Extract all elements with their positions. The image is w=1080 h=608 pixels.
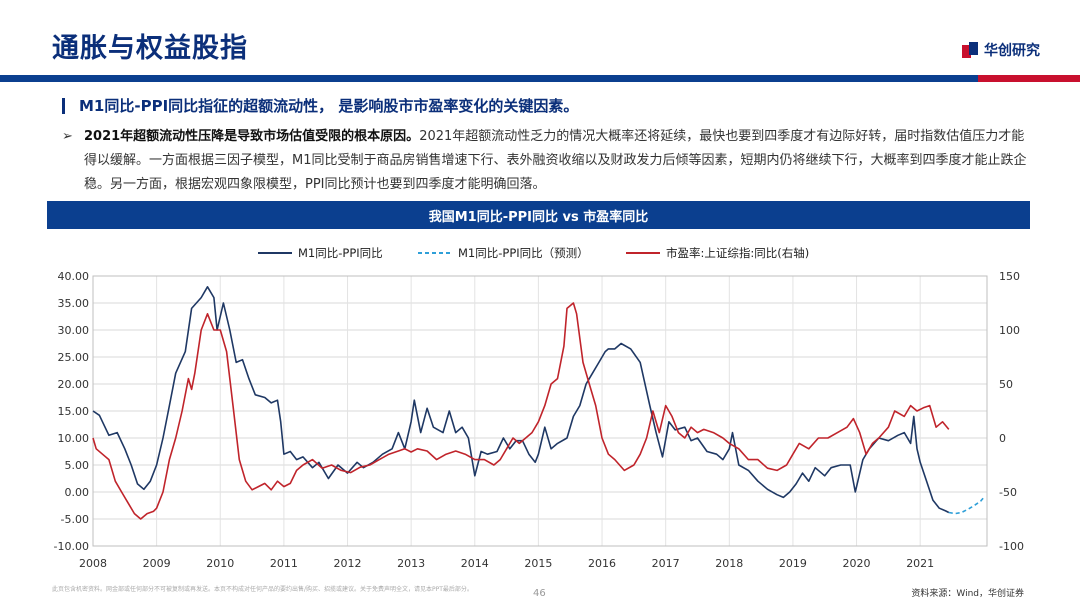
headline-text: M1同比-PPI同比指征的超额流动性， 是影响股市市盈率变化的关键因素。 bbox=[79, 97, 579, 115]
x-tick-label: 2018 bbox=[715, 557, 743, 570]
x-tick-label: 2013 bbox=[397, 557, 425, 570]
bullet-arrow-icon: ➢ bbox=[62, 129, 73, 144]
x-tick-label: 2009 bbox=[143, 557, 171, 570]
y-left-tick-label: 25.00 bbox=[58, 351, 90, 364]
y-right-tick-label: 50 bbox=[999, 378, 1013, 391]
bullet-body: 2021年超额流动性乏力的情况大概率还将延续，最快也要到四季度才有边际好转，届时… bbox=[84, 129, 1027, 192]
y-left-tick-label: -5.00 bbox=[61, 513, 89, 526]
x-tick-label: 2008 bbox=[79, 557, 107, 570]
y-right-tick-label: -50 bbox=[999, 486, 1017, 499]
series-m1-ppi-forecast-line bbox=[948, 496, 985, 515]
x-tick-label: 2012 bbox=[334, 557, 362, 570]
y-right-tick-label: 0 bbox=[999, 432, 1006, 445]
bullet-text: 2021年超额流动性压降是导致市场估值受限的根本原因。2021年超额流动性乏力的… bbox=[84, 125, 1032, 197]
footer-disclaimer: 此页包含机密资料。网金部或任何部分不可被复制或再发送。本页不构成对任何产品的要约… bbox=[52, 586, 473, 593]
page-number: 46 bbox=[533, 588, 546, 599]
header-divider-accent bbox=[978, 75, 1080, 82]
series-m1-ppi-line bbox=[92, 286, 950, 514]
x-tick-label: 2015 bbox=[524, 557, 552, 570]
brand: 华创研究 bbox=[962, 40, 1040, 60]
y-right-tick-label: -100 bbox=[999, 540, 1024, 553]
x-tick-label: 2011 bbox=[270, 557, 298, 570]
y-left-tick-label: 5.00 bbox=[65, 459, 90, 472]
y-left-tick-label: -10.00 bbox=[54, 540, 89, 553]
y-left-tick-label: 20.00 bbox=[58, 378, 90, 391]
legend-label-1: M1同比-PPI同比（预测） bbox=[458, 246, 589, 260]
x-tick-label: 2019 bbox=[779, 557, 807, 570]
chart-title: 我国M1同比-PPI同比 vs 市盈率同比 bbox=[47, 201, 1030, 229]
line-chart: -10.00 -5.00 0.00 5.00 10.00 15.00 20.00 25.00 3… bbox=[54, 246, 1024, 570]
x-tick-label: 2020 bbox=[843, 557, 871, 570]
x-tick-label: 2010 bbox=[206, 557, 234, 570]
bullet-paragraph: ➢ 2021年超额流动性压降是导致市场估值受限的根本原因。2021年超额流动性乏… bbox=[62, 125, 1032, 197]
y-left-tick-label: 10.00 bbox=[58, 432, 90, 445]
brand-name: 华创研究 bbox=[984, 43, 1040, 59]
y-right-tick-label: 100 bbox=[999, 324, 1020, 337]
y-right-tick-label: 150 bbox=[999, 270, 1020, 283]
headline-bar-icon bbox=[62, 97, 65, 114]
y-left-tick-label: 0.00 bbox=[65, 486, 90, 499]
x-tick-label: 2016 bbox=[588, 557, 616, 570]
x-tick-label: 2014 bbox=[461, 557, 489, 570]
series-pe-ratio-line bbox=[92, 302, 950, 520]
y-left-tick-label: 30.00 bbox=[58, 324, 90, 337]
y-left-tick-label: 35.00 bbox=[58, 297, 90, 310]
legend-label-0: M1同比-PPI同比 bbox=[298, 246, 383, 260]
headline: M1同比-PPI同比指征的超额流动性， 是影响股市市盈率变化的关键因素。 bbox=[62, 95, 578, 116]
bullet-lead: 2021年超额流动性压降是导致市场估值受限的根本原因。 bbox=[84, 129, 420, 144]
x-tick-label: 2021 bbox=[906, 557, 934, 570]
y-left-tick-label: 40.00 bbox=[58, 270, 90, 283]
legend-label-2: 市盈率:上证综指:同比(右轴) bbox=[666, 246, 809, 260]
y-left-tick-label: 15.00 bbox=[58, 405, 90, 418]
page-title: 通胀与权益股指 bbox=[52, 33, 248, 64]
brand-logo-icon bbox=[962, 42, 978, 58]
header-divider bbox=[0, 75, 1080, 82]
x-tick-label: 2017 bbox=[652, 557, 680, 570]
source-note: 资料来源：Wind，华创证券 bbox=[911, 589, 1024, 599]
